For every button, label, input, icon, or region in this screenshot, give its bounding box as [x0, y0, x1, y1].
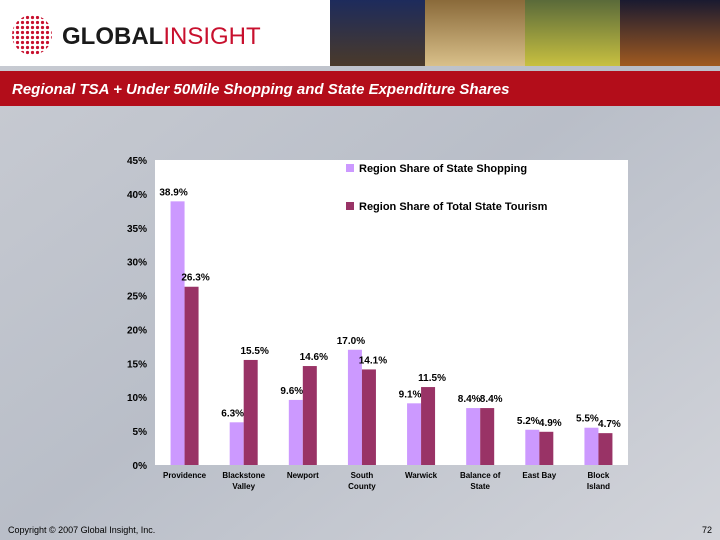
x-tick-label: Newport: [287, 471, 319, 480]
logo: GLOBALINSIGHT: [62, 23, 261, 50]
data-label: 5.2%: [517, 416, 540, 427]
bar: [598, 433, 613, 465]
x-tick-label: Island: [587, 482, 610, 491]
bar: [584, 427, 599, 465]
bar: [184, 286, 199, 465]
x-tick-label: Valley: [232, 482, 255, 491]
data-label: 11.5%: [418, 373, 446, 384]
photo: [330, 0, 425, 66]
legend-label: Region Share of Total State Tourism: [359, 201, 548, 213]
x-tick-label: Balance of: [460, 471, 501, 480]
title-banner: [0, 71, 720, 106]
data-label: 5.5%: [576, 414, 599, 425]
y-tick-label: 30%: [127, 258, 147, 269]
data-label: 17.0%: [337, 336, 365, 347]
data-label: 14.1%: [359, 355, 387, 366]
legend-label: Region Share of State Shopping: [359, 163, 527, 175]
y-tick-label: 15%: [127, 359, 147, 370]
data-label: 26.3%: [181, 273, 209, 284]
data-label: 9.6%: [280, 386, 303, 397]
plot-area: [155, 160, 628, 465]
x-tick-label: Warwick: [405, 471, 438, 480]
logo-part: GLOBAL: [62, 23, 163, 50]
data-label: 38.9%: [159, 187, 187, 198]
bar: [407, 403, 422, 465]
bar: [347, 349, 362, 465]
copyright: Copyright © 2007 Global Insight, Inc.: [8, 525, 155, 535]
bar: [243, 359, 258, 465]
photo: [525, 0, 620, 66]
data-label: 15.5%: [241, 346, 269, 357]
y-tick-label: 20%: [127, 325, 147, 336]
bar: [361, 369, 376, 465]
data-label: 6.3%: [221, 408, 244, 419]
y-tick-label: 40%: [127, 190, 147, 201]
x-tick-label: South: [351, 471, 374, 480]
x-tick-label: County: [348, 482, 376, 491]
y-tick-label: 35%: [127, 224, 147, 235]
photo: [620, 0, 720, 66]
x-tick-label: Providence: [163, 471, 207, 480]
x-tick-label: Block: [588, 471, 610, 480]
chart-title: Regional TSA + Under 50Mile Shopping and…: [12, 81, 509, 98]
legend-swatch: [346, 202, 354, 210]
bar: [288, 399, 303, 465]
y-tick-label: 25%: [127, 292, 147, 303]
x-tick-label: Blackstone: [222, 471, 265, 480]
legend-swatch: [346, 164, 354, 172]
bar: [421, 387, 436, 465]
data-label: 4.7%: [598, 419, 621, 430]
data-label: 4.9%: [539, 418, 562, 429]
y-tick-label: 45%: [127, 156, 147, 167]
x-tick-label: East Bay: [522, 471, 556, 480]
bar: [466, 408, 481, 465]
data-label: 8.4%: [458, 394, 481, 405]
photo: [425, 0, 525, 66]
bar: [170, 201, 185, 465]
x-tick-label: State: [470, 482, 490, 491]
bar: [302, 366, 317, 465]
data-label: 14.6%: [300, 352, 328, 363]
data-label: 9.1%: [399, 389, 422, 400]
bar: [539, 431, 554, 465]
y-tick-label: 10%: [127, 393, 147, 404]
data-label: 8.4%: [480, 394, 503, 405]
logo-mark: [12, 15, 52, 55]
page-number: 72: [702, 525, 712, 535]
bar: [480, 408, 495, 465]
y-tick-label: 0%: [133, 461, 148, 472]
logo-part: INSIGHT: [163, 23, 261, 50]
bar: [525, 429, 540, 465]
bar: [229, 422, 244, 465]
y-tick-label: 5%: [133, 427, 148, 438]
